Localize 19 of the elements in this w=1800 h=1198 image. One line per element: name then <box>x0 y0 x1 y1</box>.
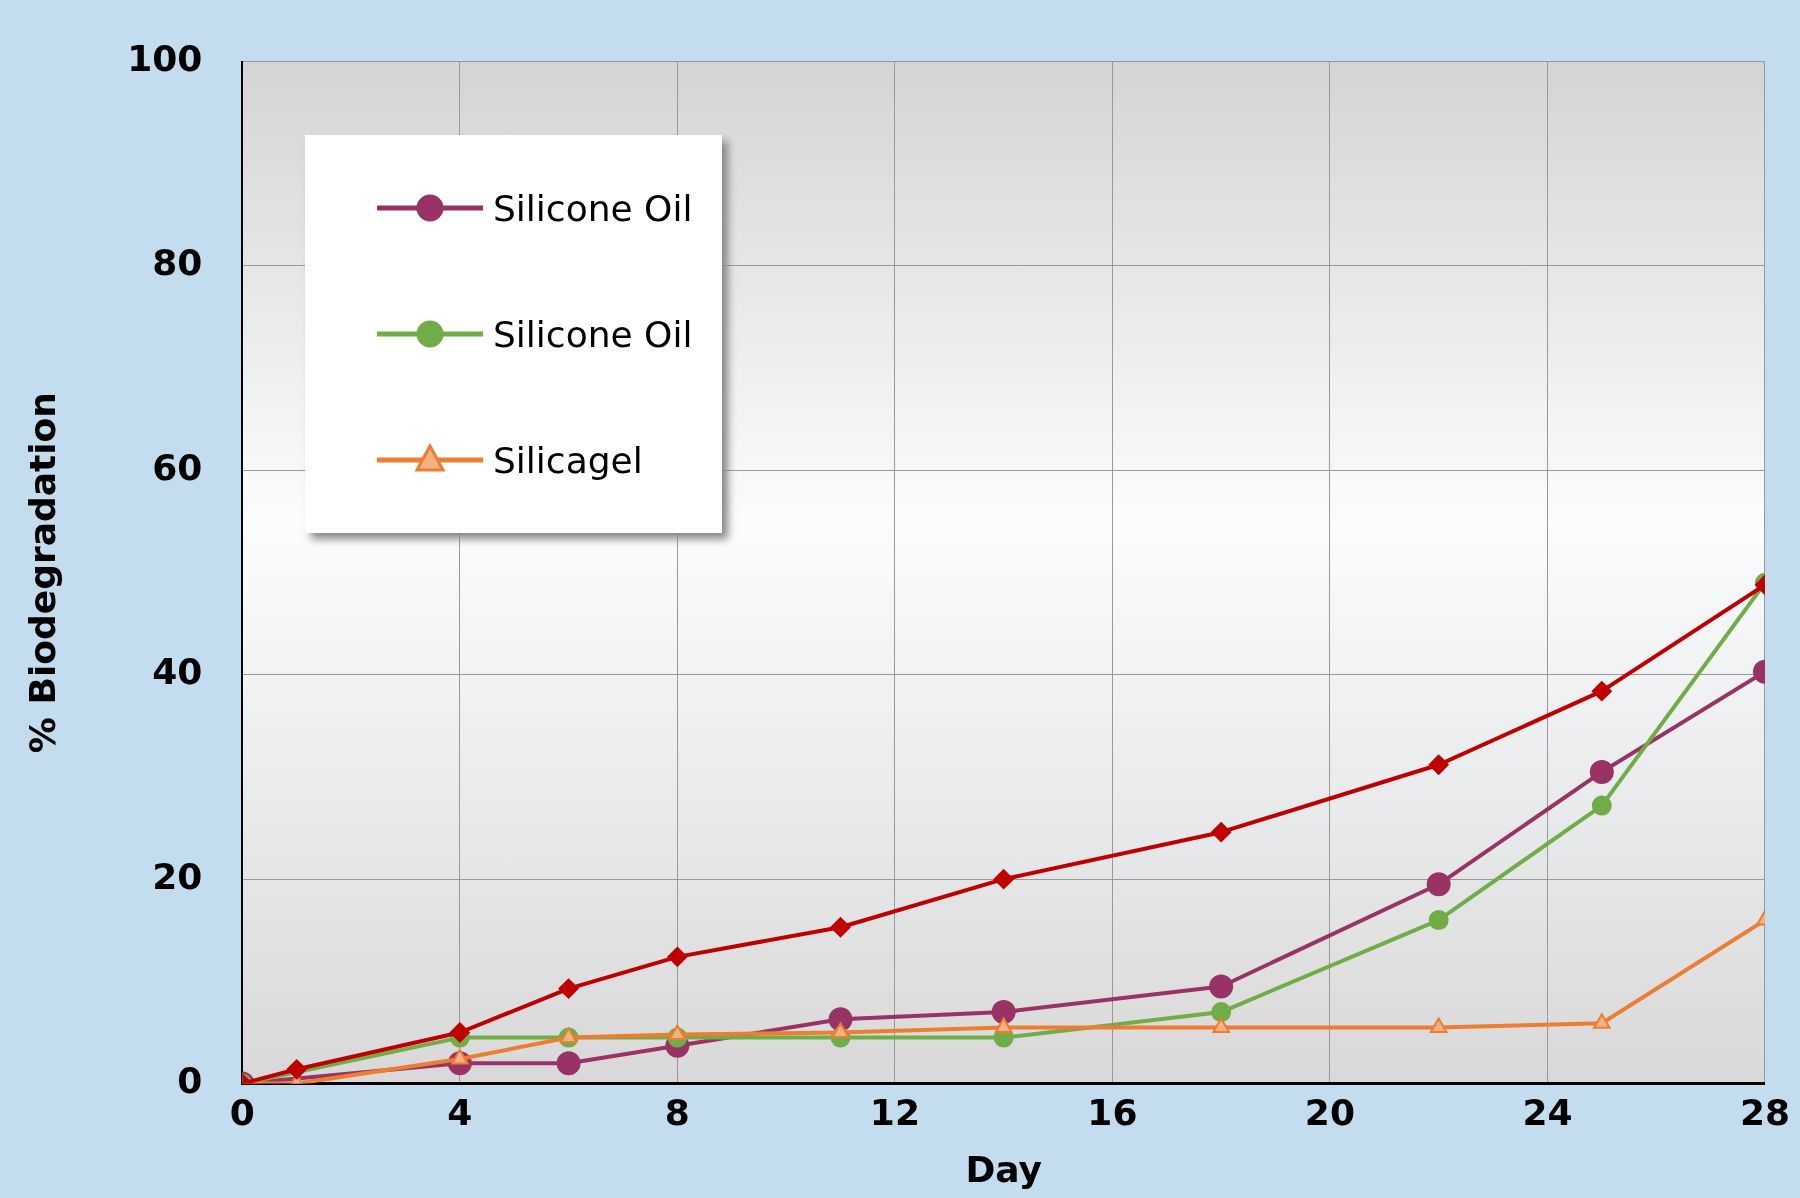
x-tick-label: 24 <box>1522 1091 1573 1133</box>
y-tick-label: 80 <box>152 242 203 284</box>
legend-label: Silicagel <box>493 439 643 481</box>
y-tick-label: 100 <box>127 37 203 79</box>
x-tick-label: 16 <box>1087 1091 1138 1133</box>
y-tick-label: 40 <box>152 651 203 693</box>
x-tick-label: 0 <box>229 1091 255 1133</box>
x-axis-title: Day <box>965 1148 1042 1190</box>
y-tick-label: 20 <box>152 855 203 897</box>
x-tick-label: 4 <box>447 1091 473 1133</box>
legend-label: Silicone Oil <box>493 187 693 229</box>
y-tick-label: 0 <box>177 1059 203 1101</box>
x-tick-label: 8 <box>664 1091 690 1133</box>
y-tick-label: 60 <box>152 446 203 488</box>
x-tick-label: 12 <box>869 1091 920 1133</box>
legend-label: Silicone Oil <box>493 313 693 355</box>
x-tick-label: 20 <box>1304 1091 1355 1133</box>
x-tick-label: 28 <box>1739 1091 1791 1133</box>
y-axis-title: % Biodegradation <box>21 392 63 754</box>
